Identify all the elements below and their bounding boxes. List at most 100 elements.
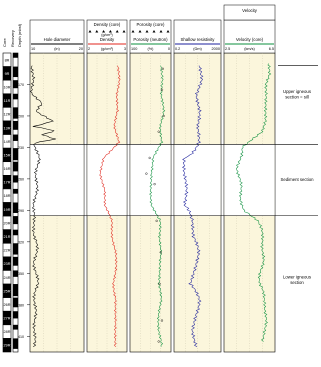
core-porosity-point [161,67,164,70]
core-marker-symbol [131,30,135,33]
recovery-column-header: Recovery [10,30,15,47]
core-label: 29R [4,344,11,348]
track-units-resistivity: (Ωm) [193,47,202,51]
depth-tick-label: 320 [18,240,24,244]
track-label-porosity: Porosity (neutron) [133,37,168,42]
series-line-hole_diameter [30,65,56,347]
core-marker-symbol [159,30,163,33]
core-porosity-point [162,114,165,118]
core-marker-symbol [145,30,149,33]
core-porosity-point [159,251,162,254]
depth-tick-label: 410 [18,335,24,339]
track-units-hole_diameter: (in) [54,47,60,51]
track-scale-max-hole_diameter: 20 [79,47,83,51]
track-label-density: Density [100,37,115,42]
core-marker-symbol [166,30,170,33]
core-marker-symbol [122,30,126,33]
sediment-band [30,144,84,216]
core-porosity-point [155,219,158,222]
core-label: 13R [4,126,11,130]
core-marker-symbol [152,30,156,33]
core-label: 19R [4,208,11,212]
core-label: 22R [4,249,11,253]
recovery-bar [13,216,18,225]
recovery-bar [13,134,18,141]
sediment-band [87,144,127,216]
recovery-bar [13,270,18,277]
core-label: 25R [4,289,11,293]
core-marker-symbol [95,30,99,33]
track-scale-min-density: 2 [88,47,90,51]
sediment-band [130,144,171,216]
core-label: 18R [4,194,11,198]
recovery-bar [13,93,18,100]
core-label: 10R [4,85,11,89]
series-line-velocity [236,63,272,342]
core-porosity-point [157,130,160,133]
core-label: 24R [4,276,11,280]
core-marker-symbol [108,30,112,33]
recovery-bar [13,202,18,213]
core-label: 27R [4,317,11,321]
core-label: 9R [5,72,10,76]
track-core-label-density: Density (core) [94,22,121,27]
core-label: 21R [4,235,11,239]
depth-column-header: Depth (mbsf) [17,23,22,47]
core-porosity-point [148,156,151,160]
track-header-velocity [223,19,276,54]
track-top-header-velocity [223,4,276,21]
track-scale-max-velocity: 6.5 [269,47,274,51]
sediment-band [174,144,221,216]
core-marker-symbol [102,30,106,33]
core-porosity-point [157,340,160,343]
core-label: 15R [4,153,11,157]
core-label: 14R [4,140,11,144]
recovery-bar [13,120,18,130]
core-marker-symbol [88,30,92,33]
series-line-density [99,65,121,347]
depth-tick-label: 380 [18,303,24,307]
track-label-resistivity: Shallow resistivity [181,37,216,42]
core-label: 26R [4,303,11,307]
track-scale-min-velocity: 2.5 [225,47,230,51]
track-header-porosity [129,19,172,54]
recovery-bar [13,66,18,78]
track-scale-min-resistivity: 0.2 [175,47,180,51]
core-label: 17R [4,181,11,185]
track-label-velocity: Velocity (core) [236,37,264,42]
track-scale-max-resistivity: 2000 [212,47,220,51]
depth-tick-label: 170 [18,83,24,87]
core-cell [2,338,12,353]
core-label: 28R [4,330,11,334]
recovery-bar [13,148,18,161]
unit-label-0-0: Upper igneous [283,89,311,94]
track-core-label-porosity: Porosity (core) [137,22,166,27]
depth-tick-label: 200 [18,114,24,118]
core-marker-symbol [138,30,142,33]
track-label-hole_diameter: Hole diameter [44,37,71,42]
recovery-bar [13,229,18,236]
recovery-bar [13,324,18,330]
recovery-bar [13,107,18,119]
track-scale-min-porosity: 100 [131,47,137,51]
recovery-frame [12,52,19,353]
unit-label-2-0: Lower igneous [283,275,311,280]
unit-label-2-1: section [290,280,304,285]
depth-tick-label: 290 [18,209,24,213]
track-scale-min-hole_diameter: 10 [31,47,35,51]
recovery-bar [13,338,18,349]
track-units-density: (g/cm³) [101,47,114,51]
series-line-resistivity [182,65,204,347]
core-label: 16R [4,167,11,171]
recovery-bar [13,188,18,194]
unit-label-0-1: section = sill [285,94,309,99]
core-porosity-point [145,172,148,175]
recovery-bar [13,175,18,183]
track-header-hole_diameter [29,19,85,54]
core-porosity-point [160,88,164,91]
core-column-header: Core [2,38,7,47]
track-top-label-text-velocity: Velocity [242,8,258,13]
recovery-bar [13,161,18,172]
track-units-porosity: (%) [148,47,155,51]
